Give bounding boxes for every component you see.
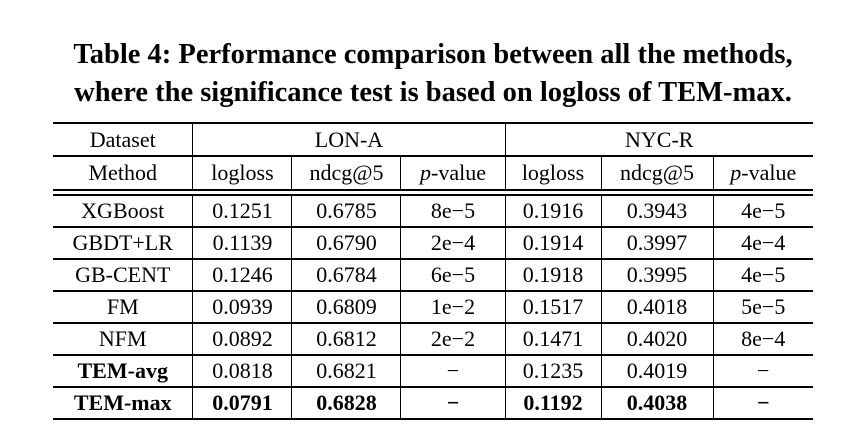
pvalue-italic-p: p [730, 160, 742, 185]
pvalue-rest: -value [431, 160, 486, 185]
dataset-header-cell: Dataset [52, 122, 193, 157]
cell-lon-logloss: 0.0939 [192, 291, 292, 324]
cell-nyc-pvalue: 4e−5 [712, 192, 813, 228]
method-cell: GBDT+LR [52, 227, 193, 260]
cell-lon-ndcg: 0.6809 [291, 291, 401, 324]
cell-nyc-pvalue: − [712, 387, 813, 420]
method-cell: TEM-max [52, 387, 193, 420]
cell-nyc-pvalue: − [712, 355, 813, 388]
table-row-gb-cent: GB-CENT 0.1246 0.6784 6e−5 0.1918 0.3995… [52, 259, 813, 292]
pvalue-italic-p: p [420, 160, 431, 185]
cell-lon-pvalue: 6e−5 [400, 259, 505, 292]
group-header-nyc-r: NYC-R [504, 122, 813, 157]
cell-nyc-logloss: 0.1471 [504, 323, 601, 356]
cell-nyc-pvalue: 5e−5 [712, 291, 813, 324]
header-ndcg-lon: ndcg@5 [291, 156, 401, 196]
cell-lon-ndcg: 0.6785 [291, 192, 401, 228]
cell-nyc-ndcg: 0.4020 [600, 323, 713, 356]
cell-nyc-ndcg: 0.4038 [600, 387, 713, 420]
cell-nyc-logloss: 0.1918 [504, 259, 601, 292]
cell-lon-pvalue: 1e−2 [400, 291, 505, 324]
dataset-header-row: Dataset LON-A NYC-R [52, 122, 813, 157]
cell-lon-ndcg: 0.6828 [291, 387, 401, 420]
table-row-tem-max: TEM-max 0.0791 0.6828 − 0.1192 0.4038 − [52, 387, 813, 420]
method-cell: XGBoost [52, 192, 193, 228]
cell-lon-logloss: 0.1251 [192, 192, 292, 228]
table-row-xgboost: XGBoost 0.1251 0.6785 8e−5 0.1916 0.3943… [52, 192, 813, 228]
pvalue-rest: -value [741, 160, 797, 185]
cell-lon-logloss: 0.0818 [192, 355, 292, 388]
method-cell: NFM [52, 323, 193, 356]
header-pvalue-lon: p-value [400, 156, 505, 196]
cell-nyc-pvalue: 8e−4 [712, 323, 813, 356]
cell-lon-ndcg: 0.6821 [291, 355, 401, 388]
cell-lon-pvalue: 2e−4 [400, 227, 505, 260]
cell-lon-ndcg: 0.6812 [291, 323, 401, 356]
cell-lon-pvalue: 8e−5 [400, 192, 505, 228]
cell-nyc-logloss: 0.1235 [504, 355, 601, 388]
header-ndcg-nyc: ndcg@5 [600, 156, 713, 196]
method-cell: FM [52, 291, 193, 324]
method-header-cell: Method [52, 156, 193, 196]
cell-nyc-logloss: 0.1914 [504, 227, 601, 260]
results-table: Dataset LON-A NYC-R Method logloss ndcg@… [52, 122, 813, 420]
cell-nyc-pvalue: 4e−5 [712, 259, 813, 292]
cell-lon-logloss: 0.0892 [192, 323, 292, 356]
cell-nyc-logloss: 0.1192 [504, 387, 601, 420]
header-pvalue-nyc: p-value [712, 156, 813, 196]
cell-lon-pvalue: − [400, 355, 505, 388]
header-logloss-nyc: logloss [504, 156, 601, 196]
cell-lon-logloss: 0.1246 [192, 259, 292, 292]
cell-lon-ndcg: 0.6784 [291, 259, 401, 292]
table-row-nfm: NFM 0.0892 0.6812 2e−2 0.1471 0.4020 8e−… [52, 323, 813, 356]
table-caption: Table 4: Performance comparison between … [0, 36, 866, 112]
cell-lon-logloss: 0.1139 [192, 227, 292, 260]
metric-header-row: Method logloss ndcg@5 p-value logloss nd… [52, 156, 813, 196]
method-cell: GB-CENT [52, 259, 193, 292]
cell-lon-ndcg: 0.6790 [291, 227, 401, 260]
cell-nyc-ndcg: 0.3995 [600, 259, 713, 292]
caption-line-2: where the significance test is based on … [74, 77, 792, 108]
cell-nyc-ndcg: 0.4019 [600, 355, 713, 388]
method-cell: TEM-avg [52, 355, 193, 388]
cell-nyc-logloss: 0.1916 [504, 192, 601, 228]
cell-nyc-pvalue: 4e−4 [712, 227, 813, 260]
table-row-fm: FM 0.0939 0.6809 1e−2 0.1517 0.4018 5e−5 [52, 291, 813, 324]
table-row-tem-avg: TEM-avg 0.0818 0.6821 − 0.1235 0.4019 − [52, 355, 813, 388]
cell-lon-logloss: 0.0791 [192, 387, 292, 420]
cell-nyc-logloss: 0.1517 [504, 291, 601, 324]
group-header-lon-a: LON-A [192, 122, 505, 157]
cell-nyc-ndcg: 0.3997 [600, 227, 713, 260]
cell-lon-pvalue: 2e−2 [400, 323, 505, 356]
caption-line-1: Table 4: Performance comparison between … [73, 39, 793, 70]
cell-nyc-ndcg: 0.4018 [600, 291, 713, 324]
header-logloss-lon: logloss [192, 156, 292, 196]
cell-nyc-ndcg: 0.3943 [600, 192, 713, 228]
table-row-gbdt-lr: GBDT+LR 0.1139 0.6790 2e−4 0.1914 0.3997… [52, 227, 813, 260]
cell-lon-pvalue: − [400, 387, 505, 420]
